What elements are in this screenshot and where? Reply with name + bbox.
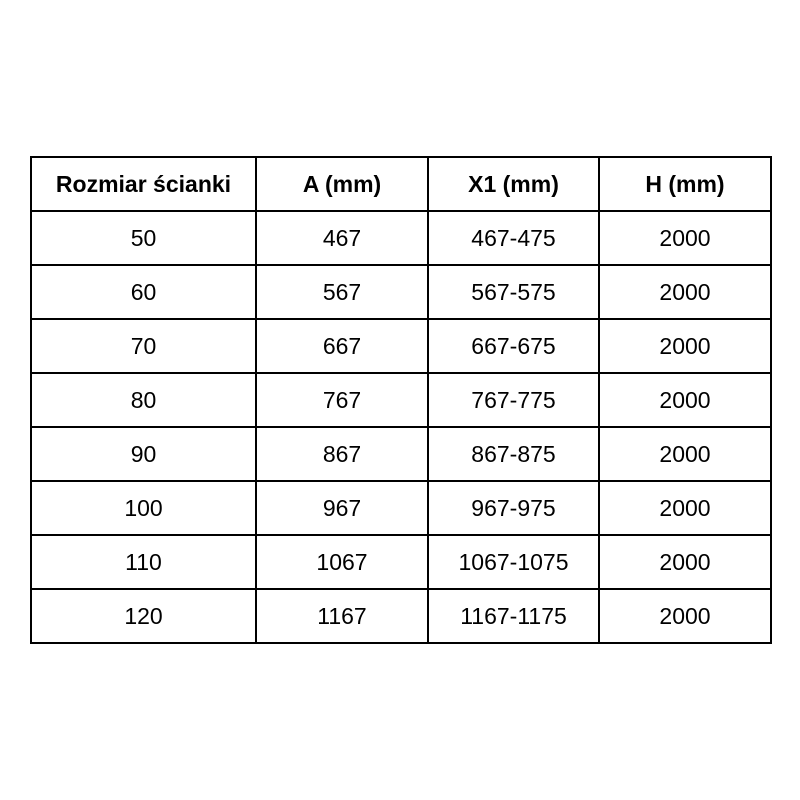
cell-h: 2000 <box>598 264 772 320</box>
wall-size-spec-table: Rozmiar ścianki A (mm) X1 (mm) H (mm) 50… <box>30 156 772 644</box>
cell-a: 867 <box>255 426 429 482</box>
cell-x1: 667-675 <box>427 318 600 374</box>
cell-size: 120 <box>30 588 257 644</box>
cell-h: 2000 <box>598 372 772 428</box>
table-header-row: Rozmiar ścianki A (mm) X1 (mm) H (mm) <box>30 156 772 212</box>
column-header-a-mm: A (mm) <box>255 156 429 212</box>
table-row: 120 1167 1167-1175 2000 <box>30 588 772 644</box>
cell-a: 767 <box>255 372 429 428</box>
column-header-rozmiar-scianki: Rozmiar ścianki <box>30 156 257 212</box>
cell-size: 110 <box>30 534 257 590</box>
table-row: 100 967 967-975 2000 <box>30 480 772 536</box>
cell-size: 100 <box>30 480 257 536</box>
table-row: 110 1067 1067-1075 2000 <box>30 534 772 590</box>
table-row: 60 567 567-575 2000 <box>30 264 772 320</box>
table-row: 70 667 667-675 2000 <box>30 318 772 374</box>
cell-a: 1067 <box>255 534 429 590</box>
cell-h: 2000 <box>598 534 772 590</box>
table-row: 90 867 867-875 2000 <box>30 426 772 482</box>
column-header-x1-mm: X1 (mm) <box>427 156 600 212</box>
cell-a: 467 <box>255 210 429 266</box>
cell-size: 90 <box>30 426 257 482</box>
table-row: 50 467 467-475 2000 <box>30 210 772 266</box>
cell-h: 2000 <box>598 588 772 644</box>
column-header-h-mm: H (mm) <box>598 156 772 212</box>
cell-a: 967 <box>255 480 429 536</box>
cell-x1: 467-475 <box>427 210 600 266</box>
cell-a: 567 <box>255 264 429 320</box>
cell-x1: 867-875 <box>427 426 600 482</box>
cell-size: 50 <box>30 210 257 266</box>
table-row: 80 767 767-775 2000 <box>30 372 772 428</box>
cell-x1: 967-975 <box>427 480 600 536</box>
cell-size: 70 <box>30 318 257 374</box>
cell-x1: 567-575 <box>427 264 600 320</box>
cell-size: 60 <box>30 264 257 320</box>
cell-size: 80 <box>30 372 257 428</box>
cell-h: 2000 <box>598 480 772 536</box>
cell-h: 2000 <box>598 426 772 482</box>
cell-x1: 1167-1175 <box>427 588 600 644</box>
cell-a: 667 <box>255 318 429 374</box>
cell-h: 2000 <box>598 210 772 266</box>
cell-a: 1167 <box>255 588 429 644</box>
cell-h: 2000 <box>598 318 772 374</box>
cell-x1: 767-775 <box>427 372 600 428</box>
cell-x1: 1067-1075 <box>427 534 600 590</box>
